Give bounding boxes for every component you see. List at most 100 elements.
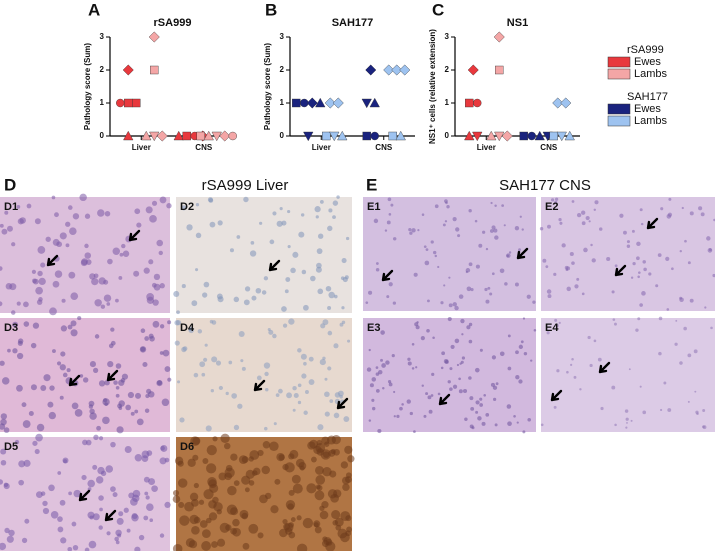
- cell: [504, 282, 508, 286]
- cell: [506, 404, 512, 409]
- cell: [115, 363, 122, 369]
- cell: [640, 222, 644, 226]
- cell: [327, 225, 333, 232]
- cell: [59, 364, 66, 371]
- cell: [465, 270, 468, 274]
- cell: [415, 325, 420, 330]
- cell: [623, 230, 627, 235]
- cell: [160, 444, 168, 452]
- cell: [148, 391, 155, 398]
- cell: [337, 390, 344, 397]
- cell: [391, 354, 395, 358]
- cell: [195, 232, 202, 239]
- cell: [322, 466, 332, 477]
- cell: [31, 269, 37, 274]
- cell: [308, 379, 315, 386]
- cell: [32, 278, 37, 284]
- cell: [167, 377, 172, 382]
- cell: [461, 356, 465, 360]
- cell: [203, 357, 208, 362]
- cell: [265, 387, 269, 392]
- cell: [522, 317, 526, 320]
- cell: [328, 208, 333, 213]
- cell: [611, 290, 615, 294]
- micrograph-bg: [541, 318, 715, 432]
- cell: [1, 377, 10, 385]
- cell: [600, 406, 604, 411]
- cell: [317, 424, 324, 431]
- cell: [88, 404, 94, 409]
- cell: [593, 208, 596, 211]
- data-point: [519, 131, 528, 141]
- cell: [149, 214, 157, 223]
- cell: [30, 342, 37, 349]
- cell: [282, 463, 289, 471]
- data-point: [132, 98, 141, 108]
- cell: [458, 294, 464, 299]
- x-tick-label: Liver: [477, 143, 496, 152]
- cell: [448, 303, 453, 308]
- cell: [489, 229, 494, 233]
- cell: [477, 416, 482, 421]
- cell: [491, 272, 495, 276]
- cell: [104, 210, 111, 217]
- cell: [392, 237, 397, 241]
- arrow: [46, 254, 59, 267]
- cell: [332, 519, 339, 526]
- cell: [545, 265, 549, 269]
- cell: [233, 424, 240, 431]
- cell: [287, 209, 291, 214]
- y-axis-label: Pathology score (Sum): [263, 43, 272, 130]
- cell: [515, 375, 520, 380]
- cell: [243, 196, 249, 203]
- cell: [118, 379, 125, 386]
- cell: [144, 491, 149, 496]
- cell: [409, 231, 413, 235]
- cell: [424, 260, 430, 266]
- cell: [287, 503, 294, 511]
- cell: [0, 423, 6, 430]
- cell: [317, 233, 324, 239]
- cell: [415, 366, 418, 369]
- cell: [133, 270, 140, 277]
- cell: [151, 200, 158, 206]
- cell: [100, 304, 106, 309]
- panel-label: C: [432, 0, 444, 19]
- cell: [279, 528, 288, 538]
- cell: [341, 258, 347, 264]
- cell: [706, 236, 711, 241]
- cell: [45, 236, 51, 242]
- cell: [287, 245, 291, 249]
- data-point: [303, 131, 314, 142]
- cell: [632, 262, 636, 266]
- cell: [178, 501, 185, 509]
- cell: [149, 518, 154, 523]
- y-tick-label: 2: [445, 65, 450, 74]
- cell: [17, 218, 24, 225]
- cell: [431, 372, 435, 377]
- cell: [211, 356, 218, 363]
- cell: [152, 299, 159, 306]
- cell: [556, 369, 560, 373]
- cell: [191, 526, 200, 535]
- cell: [191, 300, 198, 307]
- panel-label: A: [88, 0, 100, 19]
- cell: [193, 516, 201, 524]
- data-point: [203, 130, 214, 141]
- cell: [527, 418, 532, 422]
- cell: [390, 203, 394, 207]
- cell: [32, 440, 38, 446]
- cell: [330, 493, 339, 503]
- cell: [503, 224, 506, 227]
- cell: [437, 265, 440, 269]
- cell: [314, 206, 321, 213]
- cell: [288, 522, 294, 528]
- cell: [145, 495, 150, 500]
- cell: [49, 307, 57, 316]
- cell: [197, 329, 203, 334]
- cell: [554, 200, 558, 204]
- cell: [341, 320, 346, 325]
- arrow: [516, 247, 529, 260]
- cell: [123, 507, 129, 513]
- cell: [240, 359, 244, 363]
